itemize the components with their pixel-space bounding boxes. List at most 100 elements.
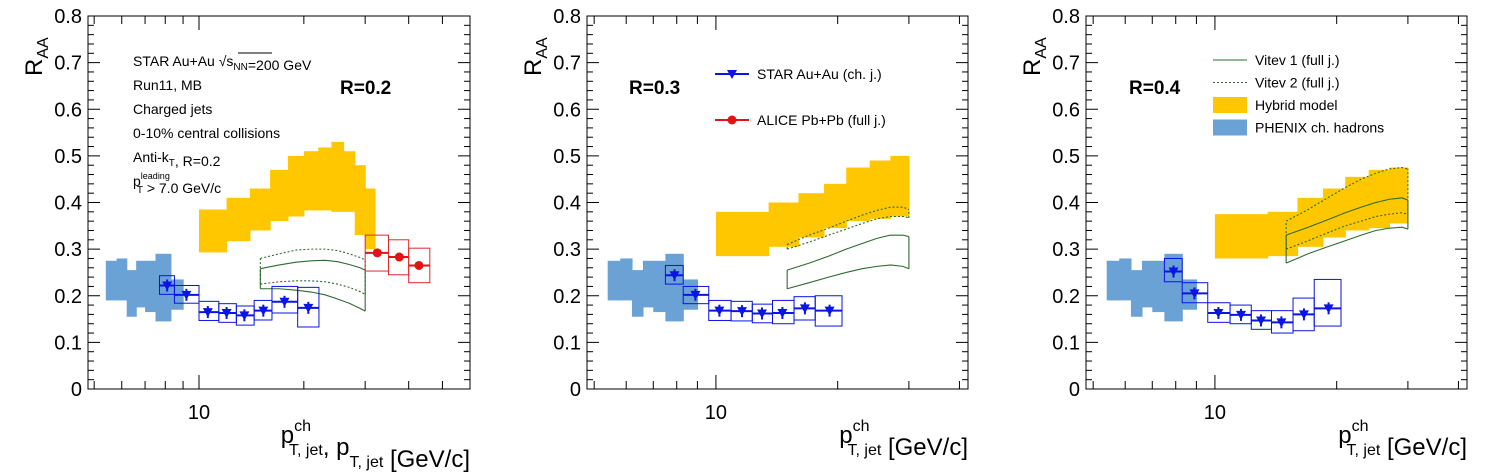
x-axis-title-sub: T, jet: [350, 454, 384, 471]
x-axis-title-part: p: [1338, 422, 1351, 449]
info-sup: leading: [141, 171, 170, 181]
info-sub: NN: [233, 62, 247, 73]
x-axis-title-part: p: [281, 422, 294, 449]
info-line: STAR Au+Au √sNN=200 GeV: [133, 53, 312, 73]
info-line: Charged jets: [133, 101, 212, 117]
x-axis-title-sup: ch: [1352, 418, 1369, 435]
hybrid-band: [846, 167, 871, 222]
y-axis-title-sub: AA: [534, 37, 551, 59]
y-tick-label: 0: [570, 379, 581, 401]
star-marker: [202, 308, 213, 318]
hybrid-band: [249, 188, 271, 231]
phenix-band: [1106, 260, 1120, 301]
y-tick-label: 0.1: [54, 332, 82, 354]
vitev2-band-lower: [1285, 212, 1409, 250]
legend-item: Hybrid model: [1213, 97, 1337, 113]
x-axis: 10: [1092, 16, 1459, 424]
alice-marker: [394, 252, 404, 262]
legend-alice-marker: [727, 115, 737, 125]
y-tick-label: 0: [1069, 379, 1080, 401]
star-marker: [799, 304, 810, 314]
star-marker: [824, 306, 835, 316]
star-marker: [777, 309, 788, 319]
phenix-band: [126, 270, 137, 317]
y-tick-label: 0.8: [1052, 6, 1080, 28]
legend-label: Vitev 1 (full j.): [1255, 52, 1340, 68]
vitev1-band-lower: [1285, 226, 1409, 264]
star-marker: [303, 303, 314, 313]
plot-area: [105, 141, 431, 328]
hybrid-band: [1368, 169, 1390, 229]
hybrid-band: [798, 193, 825, 238]
phenix-band: [665, 253, 684, 322]
phenix-band: [1152, 260, 1165, 313]
star-marker: [181, 290, 192, 300]
panel-label: R=0.4: [1129, 78, 1181, 99]
y-axis-title: RAA: [520, 37, 551, 76]
legend-item: Vitev 1 (full j.): [1213, 52, 1340, 68]
phenix-band: [620, 258, 633, 301]
vitev2-band-upper: [1285, 166, 1409, 222]
y-tick-label: 0.1: [553, 332, 581, 354]
phenix-band: [136, 260, 146, 308]
y-tick-label: 0.2: [54, 286, 82, 308]
legend-label: Hybrid model: [1255, 97, 1337, 113]
hybrid-band: [823, 183, 847, 229]
hybrid-band: [343, 151, 356, 212]
vitev2-band-lower: [786, 215, 910, 250]
panel-label: R=0.2: [340, 78, 391, 99]
y-tick-label: 0: [71, 379, 82, 401]
y-axis: 0 0.1 0.2 0.3 0.4 0.5 0.6 0.7 0.8: [553, 6, 968, 401]
hybrid-band: [1389, 167, 1409, 224]
star-marker: [736, 307, 747, 317]
plot-area: [1106, 166, 1409, 334]
hybrid-band: [318, 147, 333, 211]
legend-item: STAR Au+Au (ch. j.): [715, 66, 882, 82]
legend-label: STAR Au+Au (ch. j.): [757, 66, 882, 82]
y-tick-label: 0.7: [54, 53, 82, 75]
x-tick-label: 10: [705, 402, 727, 424]
y-tick-label: 0.3: [54, 239, 82, 261]
vitev1-band-lower: [786, 264, 910, 290]
y-tick-label: 0.4: [1052, 193, 1080, 215]
x-axis-title: pch T, jet, pT, jet [GeV/c]: [281, 418, 470, 473]
legend-label: Vitev 2 (full j.): [1255, 75, 1340, 91]
x-axis-title: pch T, jet [GeV/c]: [1338, 418, 1467, 461]
y-tick-label: 0.8: [553, 6, 581, 28]
x-axis-title-part: p: [839, 422, 852, 449]
phenix-band: [1119, 258, 1132, 301]
y-tick-label: 0.8: [54, 6, 82, 28]
y-tick-label: 0.3: [553, 239, 581, 261]
hybrid-band: [354, 165, 366, 236]
hybrid-band: [869, 160, 891, 219]
x-axis-title-part: [GeV/c]: [1380, 434, 1467, 461]
y-axis: 0 0.1 0.2 0.3 0.4 0.5 0.6 0.7 0.8: [54, 6, 470, 401]
phenix-band: [145, 260, 157, 313]
y-axis: 0 0.1 0.2 0.3 0.4 0.5 0.6 0.7 0.8: [1052, 6, 1467, 401]
star-syst-box: [1313, 278, 1342, 327]
y-tick-label: 0.2: [553, 286, 581, 308]
vitev2-band-upper: [260, 248, 366, 261]
panel-label: R=0.3: [629, 78, 680, 99]
legend-item: ALICE Pb+Pb (full j.): [715, 112, 886, 128]
hybrid-band: [331, 141, 345, 212]
vitev2-band-lower: [260, 280, 366, 295]
y-tick-label: 0.4: [553, 193, 581, 215]
y-axis-title-main: R: [21, 59, 48, 76]
phenix-band: [1164, 253, 1183, 322]
info-seg: Run11, MB: [133, 77, 202, 93]
x-axis-title: pch T, jet [GeV/c]: [839, 418, 968, 461]
y-tick-label: 0.1: [1052, 332, 1080, 354]
info-seg: 0-10% central collisions: [133, 125, 280, 141]
star-marker: [221, 309, 232, 319]
info-text: STAR Au+Au √sNN=200 GeV Run11, MB Charged …: [133, 52, 312, 196]
y-axis-title-sub: AA: [35, 37, 52, 59]
phenix-band: [631, 270, 644, 317]
star-marker: [239, 311, 250, 321]
plot-area: [607, 155, 910, 327]
info-seg: > 7.0 GeV/c: [143, 180, 221, 196]
x-axis-title-part: , p: [323, 434, 350, 461]
